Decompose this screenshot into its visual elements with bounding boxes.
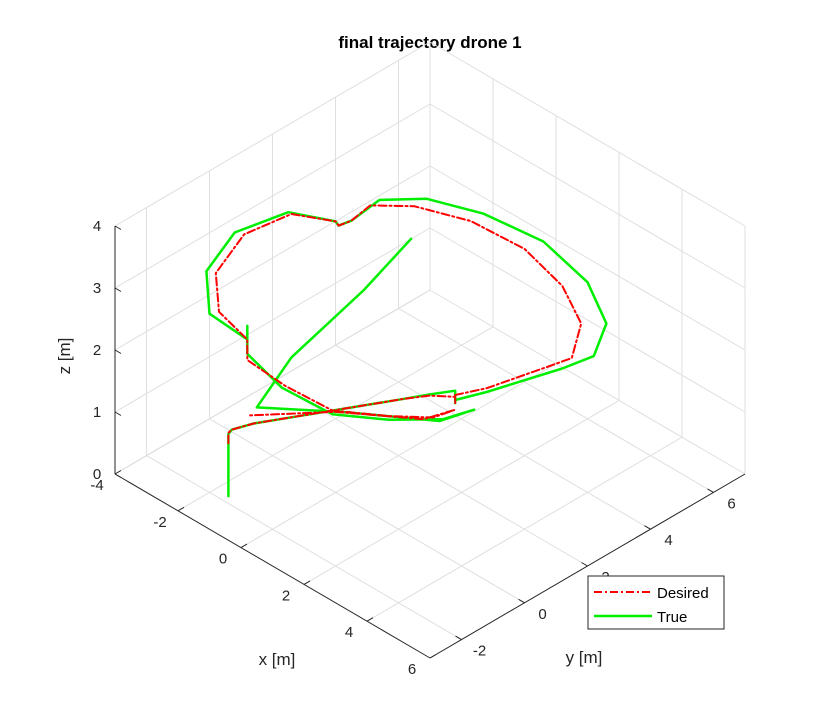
z-tick-mark bbox=[114, 287, 122, 292]
x-tick-label: 0 bbox=[219, 551, 227, 568]
y-tick-label: 4 bbox=[664, 532, 672, 549]
y-tick-mark bbox=[581, 562, 588, 567]
grid bbox=[114, 41, 746, 659]
x-axis-label: x [m] bbox=[259, 650, 296, 669]
y-tick-label: 6 bbox=[727, 495, 735, 512]
x-tick-mark bbox=[429, 654, 437, 659]
z-tick-mark bbox=[114, 349, 122, 354]
grid-line-wall-y-horizontal bbox=[429, 227, 746, 413]
grid-line-wall-y-horizontal bbox=[429, 41, 746, 227]
x-tick-mark bbox=[114, 470, 122, 475]
legend-label-true: True bbox=[657, 609, 687, 626]
z-axis-label: z [m] bbox=[55, 338, 74, 375]
x-axis-line bbox=[114, 473, 431, 659]
series-layer bbox=[205, 197, 608, 498]
legend: Desired True bbox=[587, 575, 725, 630]
y-tick-mark bbox=[644, 525, 651, 530]
y-tick-label: 0 bbox=[538, 606, 546, 623]
x-tick-mark bbox=[366, 617, 374, 622]
grid-line-wall-y-horizontal bbox=[429, 103, 746, 289]
y-tick-mark bbox=[518, 598, 525, 604]
x-tick-label: -4 bbox=[90, 477, 103, 494]
grid-line-floor-y bbox=[398, 307, 714, 493]
grid-line-wall-y-horizontal bbox=[429, 289, 746, 475]
y-axis-label: y [m] bbox=[566, 648, 603, 667]
legend-label-desired: Desired bbox=[657, 585, 709, 602]
grid-line-floor-y bbox=[146, 455, 462, 641]
x-tick-label: -2 bbox=[153, 514, 166, 531]
grid-line-floor-y bbox=[335, 344, 651, 530]
y-tick-label: -2 bbox=[473, 643, 486, 660]
legend-box bbox=[587, 575, 725, 630]
z-tick-label: 1 bbox=[93, 404, 101, 421]
z-tick-mark bbox=[114, 473, 122, 478]
grid-line-floor-y bbox=[209, 418, 525, 604]
z-tick-label: 2 bbox=[93, 342, 101, 359]
z-tick-mark bbox=[114, 225, 122, 230]
z-tick-label: 0 bbox=[93, 466, 101, 483]
x-tick-mark bbox=[303, 580, 311, 585]
y-tick-mark bbox=[455, 635, 462, 641]
x-tick-mark bbox=[240, 543, 248, 549]
x-tick-label: 2 bbox=[282, 587, 290, 604]
series-desired-line bbox=[214, 204, 583, 445]
floor-edge bbox=[114, 289, 431, 475]
y-tick-mark bbox=[707, 488, 714, 493]
z-tick-mark bbox=[114, 411, 122, 416]
grid-line-wall-x-horizontal bbox=[114, 103, 431, 289]
x-tick-label: 6 bbox=[408, 661, 416, 678]
x-tick-label: 4 bbox=[345, 624, 353, 641]
grid-line-wall-x-horizontal bbox=[114, 165, 431, 351]
z-tick-label: 3 bbox=[93, 280, 101, 297]
grid-line-wall-y-horizontal bbox=[429, 165, 746, 351]
grid-line-wall-x-horizontal bbox=[114, 41, 431, 227]
x-tick-mark bbox=[177, 506, 185, 512]
z-tick-label: 4 bbox=[93, 218, 101, 235]
grid-line-wall-x-horizontal bbox=[114, 227, 431, 413]
